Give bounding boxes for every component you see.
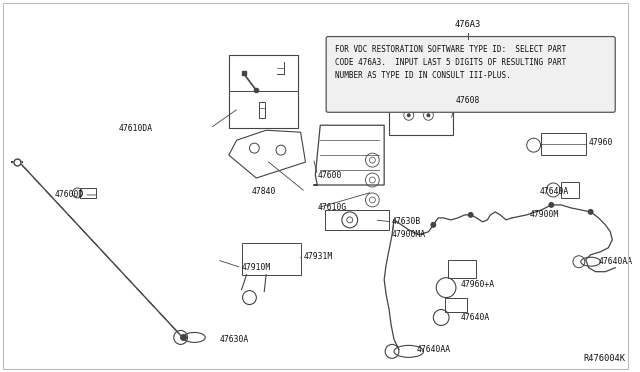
Bar [561, 182, 579, 198]
Text: 47630B: 47630B [392, 217, 421, 227]
Bar [389, 76, 453, 135]
Text: R476004K: R476004K [583, 355, 625, 363]
Bar [259, 102, 265, 118]
Bar [448, 260, 476, 278]
Text: 47600D: 47600D [55, 190, 84, 199]
Text: 47640AA: 47640AA [417, 345, 451, 354]
Text: 47910M: 47910M [241, 263, 271, 272]
Circle shape [430, 222, 436, 228]
Text: 47640A: 47640A [461, 313, 490, 322]
FancyBboxPatch shape [326, 36, 615, 112]
Text: 47600: 47600 [317, 170, 342, 180]
Circle shape [468, 212, 474, 218]
Text: 47610G: 47610G [317, 203, 346, 212]
Text: 47900MA: 47900MA [392, 230, 426, 239]
Text: 47900M: 47900M [530, 211, 559, 219]
Text: 47640A: 47640A [540, 187, 569, 196]
Circle shape [407, 89, 411, 92]
Bar [541, 133, 586, 155]
Bar [229, 55, 298, 128]
Text: 47630A: 47630A [220, 335, 249, 344]
Text: 47960+A: 47960+A [461, 280, 495, 289]
Text: 47840: 47840 [252, 187, 276, 196]
Circle shape [407, 113, 411, 117]
Circle shape [588, 209, 593, 215]
Bar [241, 243, 301, 275]
Text: 47640AA: 47640AA [598, 257, 633, 266]
Text: 47960: 47960 [589, 138, 613, 147]
Text: 47610DA: 47610DA [119, 124, 153, 133]
Circle shape [548, 202, 554, 208]
Bar [325, 210, 389, 230]
Text: FOR VDC RESTORATION SOFTWARE TYPE ID:  SELECT PART
CODE 476A3.  INPUT LAST 5 DIG: FOR VDC RESTORATION SOFTWARE TYPE ID: SE… [335, 45, 566, 80]
Circle shape [426, 113, 430, 117]
Text: 47608: 47608 [456, 96, 480, 105]
Text: 476A3: 476A3 [454, 20, 481, 29]
Bar [81, 188, 96, 198]
Bar [445, 298, 467, 311]
Circle shape [426, 89, 430, 92]
Text: 47931M: 47931M [303, 252, 333, 261]
